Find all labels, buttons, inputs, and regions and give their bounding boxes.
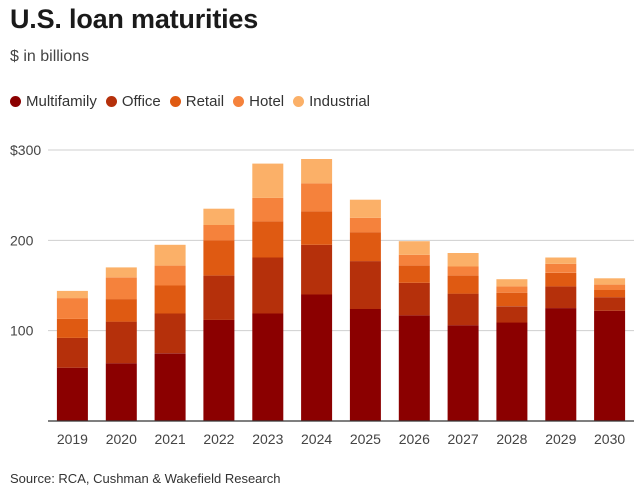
bar-segment-multifamily-2021 xyxy=(154,353,186,422)
bar-segment-multifamily-2023 xyxy=(252,313,284,421)
bar-segment-industrial-2030 xyxy=(594,278,626,285)
bar-segment-multifamily-2027 xyxy=(447,325,479,421)
chart-title: U.S. loan maturities xyxy=(10,4,259,34)
legend-item-industrial: Industrial xyxy=(293,93,370,110)
legend-label-industrial: Industrial xyxy=(309,93,371,110)
bar-segment-hotel-2026 xyxy=(398,254,430,266)
x-tick-label: 2026 xyxy=(399,431,430,447)
legend: Multifamily Office Retail Hotel Industri… xyxy=(10,93,379,110)
legend-swatch-retail xyxy=(169,96,181,107)
source-note: Source: RCA, Cushman & Wakefield Researc… xyxy=(10,471,281,486)
bar-segment-hotel-2030 xyxy=(594,284,626,290)
x-tick-label: 2019 xyxy=(57,431,88,447)
bar-segment-retail-2020 xyxy=(105,299,137,322)
legend-swatch-industrial xyxy=(293,96,305,107)
bar-segment-retail-2019 xyxy=(56,318,88,338)
x-tick-label: 2023 xyxy=(252,431,283,447)
bar-segment-retail-2028 xyxy=(496,292,528,307)
bar-segment-retail-2030 xyxy=(594,290,626,298)
chart-subtitle: $ in billions xyxy=(10,48,90,65)
bar-segment-industrial-2020 xyxy=(105,267,137,278)
x-tick-label: 2020 xyxy=(106,431,137,447)
bar-segment-retail-2023 xyxy=(252,221,284,258)
bar-segment-hotel-2022 xyxy=(203,225,235,241)
bar-segment-hotel-2025 xyxy=(349,217,381,233)
legend-swatch-hotel xyxy=(233,96,245,107)
y-tick-label: $300 xyxy=(10,142,41,158)
bar-segment-retail-2025 xyxy=(349,232,381,262)
bar-segment-multifamily-2030 xyxy=(594,310,626,421)
bar-segment-hotel-2028 xyxy=(496,286,528,293)
bar-segment-hotel-2029 xyxy=(545,263,577,273)
bar-segment-hotel-2023 xyxy=(252,197,284,222)
x-tick-label: 2030 xyxy=(594,431,625,447)
bar-segment-office-2024 xyxy=(301,244,333,295)
y-tick-label: 200 xyxy=(10,232,34,248)
legend-item-multifamily: Multifamily xyxy=(10,93,97,110)
legend-item-office: Office xyxy=(105,93,161,110)
bar-segment-office-2029 xyxy=(545,286,577,309)
bar-segment-hotel-2019 xyxy=(56,298,88,319)
bar-segment-office-2030 xyxy=(594,297,626,311)
bar-segment-retail-2029 xyxy=(545,272,577,287)
bar-segment-industrial-2027 xyxy=(447,253,479,267)
x-tick-label: 2028 xyxy=(496,431,527,447)
bar-segment-multifamily-2022 xyxy=(203,319,235,421)
legend-label-retail: Retail xyxy=(185,93,225,110)
bar-segment-multifamily-2029 xyxy=(545,308,577,421)
x-tick-label: 2029 xyxy=(545,431,576,447)
bar-segment-industrial-2025 xyxy=(349,199,381,218)
bar-segment-hotel-2027 xyxy=(447,266,479,276)
bar-segment-multifamily-2019 xyxy=(56,367,88,421)
bar-segment-retail-2026 xyxy=(398,265,430,283)
bar-segment-multifamily-2025 xyxy=(349,309,381,421)
legend-label-hotel: Hotel xyxy=(249,93,285,110)
bar-segment-retail-2021 xyxy=(154,285,186,314)
bar-segment-industrial-2029 xyxy=(545,257,577,264)
legend-label-multifamily: Multifamily xyxy=(26,93,97,110)
bar-segment-office-2026 xyxy=(398,282,430,316)
bar-segment-industrial-2026 xyxy=(398,241,430,255)
legend-swatch-multifamily xyxy=(10,96,21,107)
bar-segment-industrial-2021 xyxy=(154,244,186,266)
x-tick-label: 2022 xyxy=(203,431,234,447)
bar-segment-retail-2022 xyxy=(203,240,235,276)
bar-segment-multifamily-2028 xyxy=(496,322,528,421)
legend-swatch-office xyxy=(105,96,117,107)
bar-segment-office-2019 xyxy=(56,337,88,368)
stacked-bar-chart: $300 200 100 2019 2020 2021 2022 2023 2024 2025 20… xyxy=(10,142,634,447)
bar-segment-hotel-2021 xyxy=(154,265,186,286)
bar-segment-industrial-2022 xyxy=(203,208,235,225)
bar-segment-office-2022 xyxy=(203,275,235,320)
bar-segment-industrial-2019 xyxy=(56,290,88,299)
bar-segment-office-2027 xyxy=(447,293,479,326)
bar-segment-office-2023 xyxy=(252,257,284,314)
bar-segment-retail-2027 xyxy=(447,275,479,294)
bar-segment-retail-2024 xyxy=(301,211,333,245)
x-tick-label: 2025 xyxy=(350,431,381,447)
legend-item-hotel: Hotel xyxy=(233,93,284,110)
legend-item-retail: Retail xyxy=(169,93,225,110)
bar-segment-multifamily-2024 xyxy=(301,294,333,421)
legend-label-office: Office xyxy=(121,93,161,110)
bar-segment-office-2020 xyxy=(105,321,137,364)
bar-segment-office-2028 xyxy=(496,306,528,323)
x-tick-label: 2024 xyxy=(301,431,332,447)
x-tick-label: 2021 xyxy=(155,431,186,447)
bar-segment-industrial-2028 xyxy=(496,279,528,287)
bar-segment-industrial-2024 xyxy=(301,159,333,184)
bar-segment-hotel-2020 xyxy=(105,277,137,300)
bar-segment-office-2021 xyxy=(154,313,186,354)
bar-segment-industrial-2023 xyxy=(252,163,284,198)
bar-segment-hotel-2024 xyxy=(301,183,333,212)
bar-segment-multifamily-2020 xyxy=(105,363,137,421)
x-tick-label: 2027 xyxy=(448,431,479,447)
bar-segment-multifamily-2026 xyxy=(398,315,430,421)
bar-segment-office-2025 xyxy=(349,261,381,309)
y-tick-label: 100 xyxy=(10,323,34,339)
